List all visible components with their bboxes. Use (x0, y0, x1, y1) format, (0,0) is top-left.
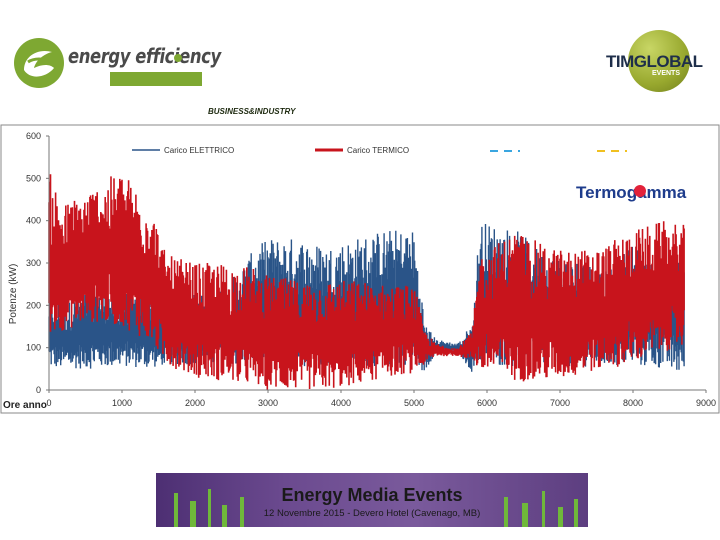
y-axis-label: Potenze (kW) (8, 264, 19, 325)
x-tick-label: 9000 (696, 398, 716, 408)
x-tick-label: 2000 (185, 398, 205, 408)
load-chart: 0 1000 2000 3000 4000 5000 6000 7000 8000 9000 0 10… (0, 124, 720, 414)
axis-layer: 0 1000 2000 3000 4000 5000 6000 7000 8000 9000 0 10… (26, 131, 716, 408)
termogamma-logo: Termogamma (576, 183, 687, 202)
y-tick-label: 300 (26, 258, 41, 268)
x-tick-label: 7000 (550, 398, 570, 408)
termogamma-text: Termogamma (576, 183, 687, 202)
termogamma-o-icon (634, 185, 646, 197)
banner-subtitle: 12 Novembre 2015 - Devero Hotel (Cavenag… (263, 508, 481, 519)
x-tick-label: 3000 (258, 398, 278, 408)
leaf-icon (14, 38, 64, 88)
event-banner: Energy Media Events 12 Novembre 2015 - D… (156, 473, 588, 527)
legend: Carico ELETTRICO Carico TERMICO (132, 146, 627, 155)
x-tick-label: 1000 (112, 398, 132, 408)
timglobal-title: TIMGLOBAL (606, 52, 703, 71)
y-tick-label: 500 (26, 173, 41, 183)
y-tick-label: 0 (36, 385, 41, 395)
x-tick-label: 0 (46, 398, 51, 408)
registered-icon (174, 54, 182, 62)
y-tick-label: 200 (26, 300, 41, 310)
y-tick-label: 100 (26, 343, 41, 353)
y-tick-label: 400 (26, 216, 41, 226)
logo-subtitle: BUSINESS&INDUSTRY (208, 107, 296, 116)
y-tick-label: 600 (26, 131, 41, 141)
legend-label-termico: Carico TERMICO (347, 146, 409, 155)
x-axis-label: Ore anno (3, 400, 47, 411)
x-tick-label: 6000 (477, 398, 497, 408)
timglobal-logo: TIMGLOBAL EVENTS (600, 28, 703, 92)
x-tick-label: 8000 (623, 398, 643, 408)
series-layer (48, 174, 685, 390)
timglobal-subtitle: EVENTS (652, 70, 681, 77)
energy-efficiency-logo: energy efficiency BUSINESS&INDUSTRY (14, 38, 295, 116)
globe-icon (628, 30, 690, 92)
banner-title: Energy Media Events (281, 485, 463, 505)
logo-title: energy efficiency (68, 44, 221, 68)
x-tick-label: 4000 (331, 398, 351, 408)
legend-label-elettrico: Carico ELETTRICO (164, 146, 234, 155)
x-tick-label: 5000 (404, 398, 424, 408)
logo-subtitle-bar: BUSINESS&INDUSTRY (110, 72, 295, 116)
